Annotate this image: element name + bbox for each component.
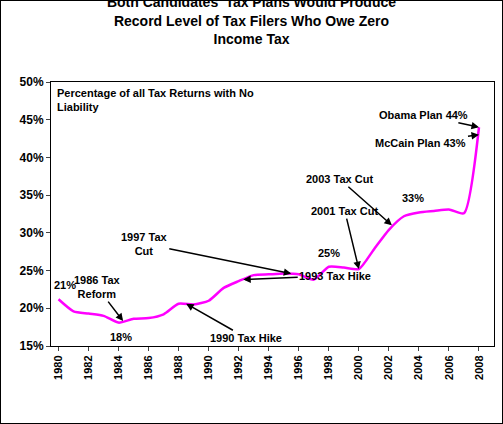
svg-text:2001 Tax Cut: 2001 Tax Cut <box>311 205 378 217</box>
svg-text:2002: 2002 <box>382 355 394 379</box>
svg-text:McCain Plan 43%: McCain Plan 43% <box>375 137 466 149</box>
svg-text:Obama Plan 44%: Obama Plan 44% <box>379 109 468 121</box>
svg-text:2006: 2006 <box>443 355 455 379</box>
svg-text:1992: 1992 <box>232 355 244 379</box>
svg-text:1998: 1998 <box>322 355 334 379</box>
svg-text:1993 Tax Hike: 1993 Tax Hike <box>299 270 371 282</box>
svg-text:1997 TaxCut: 1997 TaxCut <box>121 231 168 257</box>
svg-text:45%: 45% <box>20 113 44 127</box>
svg-text:2000: 2000 <box>352 355 364 379</box>
svg-text:25%: 25% <box>318 247 340 259</box>
svg-text:1988: 1988 <box>172 355 184 379</box>
svg-text:1984: 1984 <box>112 355 124 380</box>
svg-text:25%: 25% <box>20 264 44 278</box>
svg-text:1980: 1980 <box>52 355 64 379</box>
svg-text:40%: 40% <box>20 151 44 165</box>
svg-text:1986: 1986 <box>142 355 154 379</box>
svg-text:1990 Tax Hike: 1990 Tax Hike <box>210 332 282 344</box>
svg-text:2008: 2008 <box>473 355 485 379</box>
svg-text:1982: 1982 <box>82 355 94 379</box>
svg-text:Percentage of all Tax Returns: Percentage of all Tax Returns with NoLia… <box>57 87 254 113</box>
svg-text:1990: 1990 <box>202 355 214 379</box>
svg-text:2003 Tax Cut: 2003 Tax Cut <box>306 173 373 185</box>
svg-text:18%: 18% <box>110 331 132 343</box>
svg-text:1996: 1996 <box>292 355 304 379</box>
svg-text:30%: 30% <box>20 226 44 240</box>
svg-text:20%: 20% <box>20 301 44 315</box>
svg-text:35%: 35% <box>20 188 44 202</box>
svg-text:21%: 21% <box>54 279 76 291</box>
svg-text:Both Candidates' Tax Plans Wou: Both Candidates' Tax Plans Would Produce… <box>107 1 396 47</box>
svg-text:33%: 33% <box>402 192 424 204</box>
svg-text:1986 TaxReform: 1986 TaxReform <box>74 274 121 300</box>
svg-text:50%: 50% <box>20 75 44 89</box>
svg-text:1994: 1994 <box>262 355 274 380</box>
svg-text:15%: 15% <box>20 339 44 353</box>
svg-text:2004: 2004 <box>412 355 424 380</box>
